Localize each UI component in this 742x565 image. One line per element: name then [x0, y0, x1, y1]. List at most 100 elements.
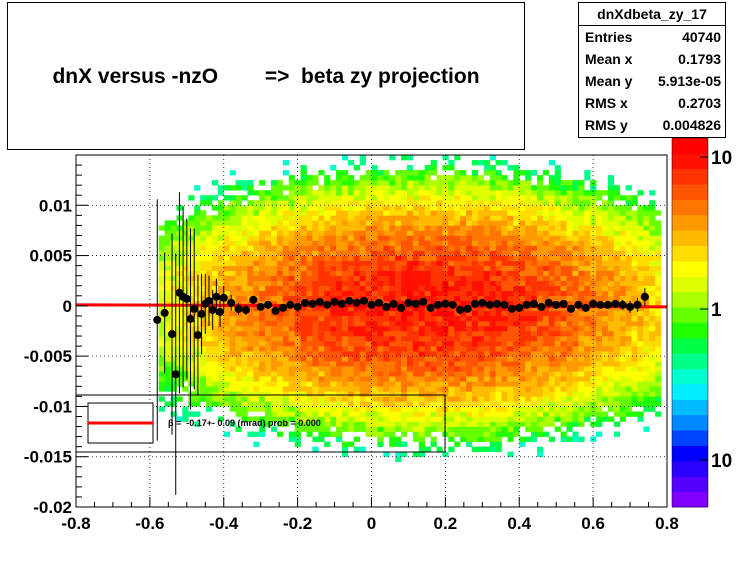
- profile-point: [404, 298, 413, 307]
- heatmap-cell: [566, 245, 573, 251]
- heatmap-cell: [613, 361, 621, 367]
- heatmap-cell: [253, 230, 260, 236]
- heatmap-cell: [454, 416, 461, 422]
- heatmap-cell: [619, 280, 626, 287]
- heatmap-cell: [324, 260, 331, 266]
- heatmap-cell: [282, 371, 290, 377]
- heatmap-cell: [365, 295, 372, 302]
- heatmap-cell: [525, 361, 532, 367]
- color-scale-band: [672, 199, 708, 216]
- heatmap-cell: [347, 220, 355, 226]
- heatmap-cell: [548, 361, 556, 367]
- heatmap-cell: [554, 260, 561, 266]
- heatmap-cell: [330, 386, 337, 392]
- heatmap-cell: [601, 371, 609, 377]
- heatmap-cell: [265, 315, 272, 322]
- heatmap-cell: [164, 305, 171, 312]
- heatmap-cell: [406, 426, 414, 432]
- heatmap-cell: [359, 381, 366, 387]
- heatmap-cell: [294, 386, 301, 392]
- heatmap-cell: [637, 325, 644, 332]
- heatmap-cell: [294, 215, 301, 221]
- heatmap-cell: [471, 315, 479, 322]
- heatmap-cell: [566, 295, 573, 302]
- heatmap-cell: [495, 260, 502, 266]
- heatmap-cell: [572, 310, 579, 317]
- heatmap-cell: [271, 210, 278, 216]
- heatmap-cell: [265, 386, 272, 392]
- heatmap-cell: [501, 406, 508, 412]
- heatmap-cell: [406, 270, 414, 276]
- stats-value: 0.004826: [662, 117, 721, 133]
- heatmap-cell: [607, 195, 615, 201]
- heatmap-cell: [460, 401, 467, 407]
- heatmap-cell: [371, 170, 378, 176]
- heatmap-cell: [247, 235, 254, 241]
- heatmap-cell: [164, 381, 171, 387]
- heatmap-cell: [324, 210, 331, 216]
- heatmap-cell: [276, 320, 284, 327]
- heatmap-cell: [495, 200, 502, 206]
- heatmap-cell: [336, 341, 343, 347]
- heatmap-cell: [200, 230, 207, 236]
- heatmap-cell: [324, 361, 331, 367]
- heatmap-cell: [158, 280, 165, 287]
- heatmap-cell: [229, 250, 236, 256]
- heatmap-cell: [265, 215, 272, 221]
- heatmap-cell: [471, 331, 479, 337]
- heatmap-cell: [471, 180, 479, 186]
- heatmap-cell: [601, 396, 609, 402]
- heatmap-cell: [483, 381, 490, 387]
- heatmap-cell: [483, 230, 490, 236]
- profile-point: [581, 303, 590, 312]
- heatmap-cell: [489, 285, 496, 292]
- heatmap-cell: [454, 371, 461, 377]
- heatmap-cell: [200, 331, 207, 337]
- heatmap-cell: [288, 185, 295, 191]
- heatmap-cell: [318, 391, 325, 397]
- heatmap-cell: [259, 285, 266, 292]
- heatmap-cell: [430, 396, 437, 402]
- heatmap-cell: [596, 371, 603, 377]
- heatmap-cell: [282, 341, 290, 347]
- heatmap-cell: [637, 225, 644, 231]
- heatmap-cell: [483, 285, 490, 292]
- heatmap-cell: [519, 190, 526, 196]
- heatmap-cell: [601, 305, 609, 312]
- heatmap-cell: [584, 376, 591, 382]
- heatmap-cell: [282, 205, 290, 211]
- heatmap-cell: [217, 325, 225, 332]
- heatmap-cell: [649, 361, 656, 367]
- heatmap-cell: [200, 245, 207, 251]
- heatmap-cell: [643, 381, 650, 387]
- heatmap-cell: [519, 250, 526, 256]
- heatmap-cell: [613, 336, 621, 342]
- heatmap-cell: [194, 315, 201, 322]
- heatmap-cell: [288, 215, 295, 221]
- heatmap-cell: [424, 190, 431, 196]
- heatmap-cell: [572, 386, 579, 392]
- heatmap-cell: [519, 411, 526, 417]
- heatmap-cell: [513, 250, 520, 256]
- heatmap-cell: [477, 185, 485, 191]
- heatmap-cell: [442, 371, 449, 377]
- heatmap-cell: [560, 275, 567, 282]
- heatmap-cell: [206, 240, 213, 246]
- heatmap-cell: [507, 381, 514, 387]
- heatmap-cell: [483, 220, 490, 226]
- heatmap-cell: [235, 386, 242, 392]
- heatmap-cell: [507, 451, 514, 458]
- heatmap-cell: [383, 215, 390, 221]
- heatmap-cell: [572, 205, 579, 211]
- heatmap-cell: [300, 346, 307, 352]
- heatmap-cell: [649, 351, 656, 357]
- heatmap-cell: [607, 371, 615, 377]
- heatmap-cell: [631, 275, 638, 282]
- heatmap-cell: [531, 406, 538, 412]
- heatmap-cell: [607, 381, 615, 387]
- heatmap-cell: [223, 341, 230, 347]
- heatmap-cell: [448, 315, 455, 322]
- heatmap-cell: [253, 255, 260, 261]
- heatmap-cell: [513, 245, 520, 251]
- heatmap-cell: [424, 371, 431, 377]
